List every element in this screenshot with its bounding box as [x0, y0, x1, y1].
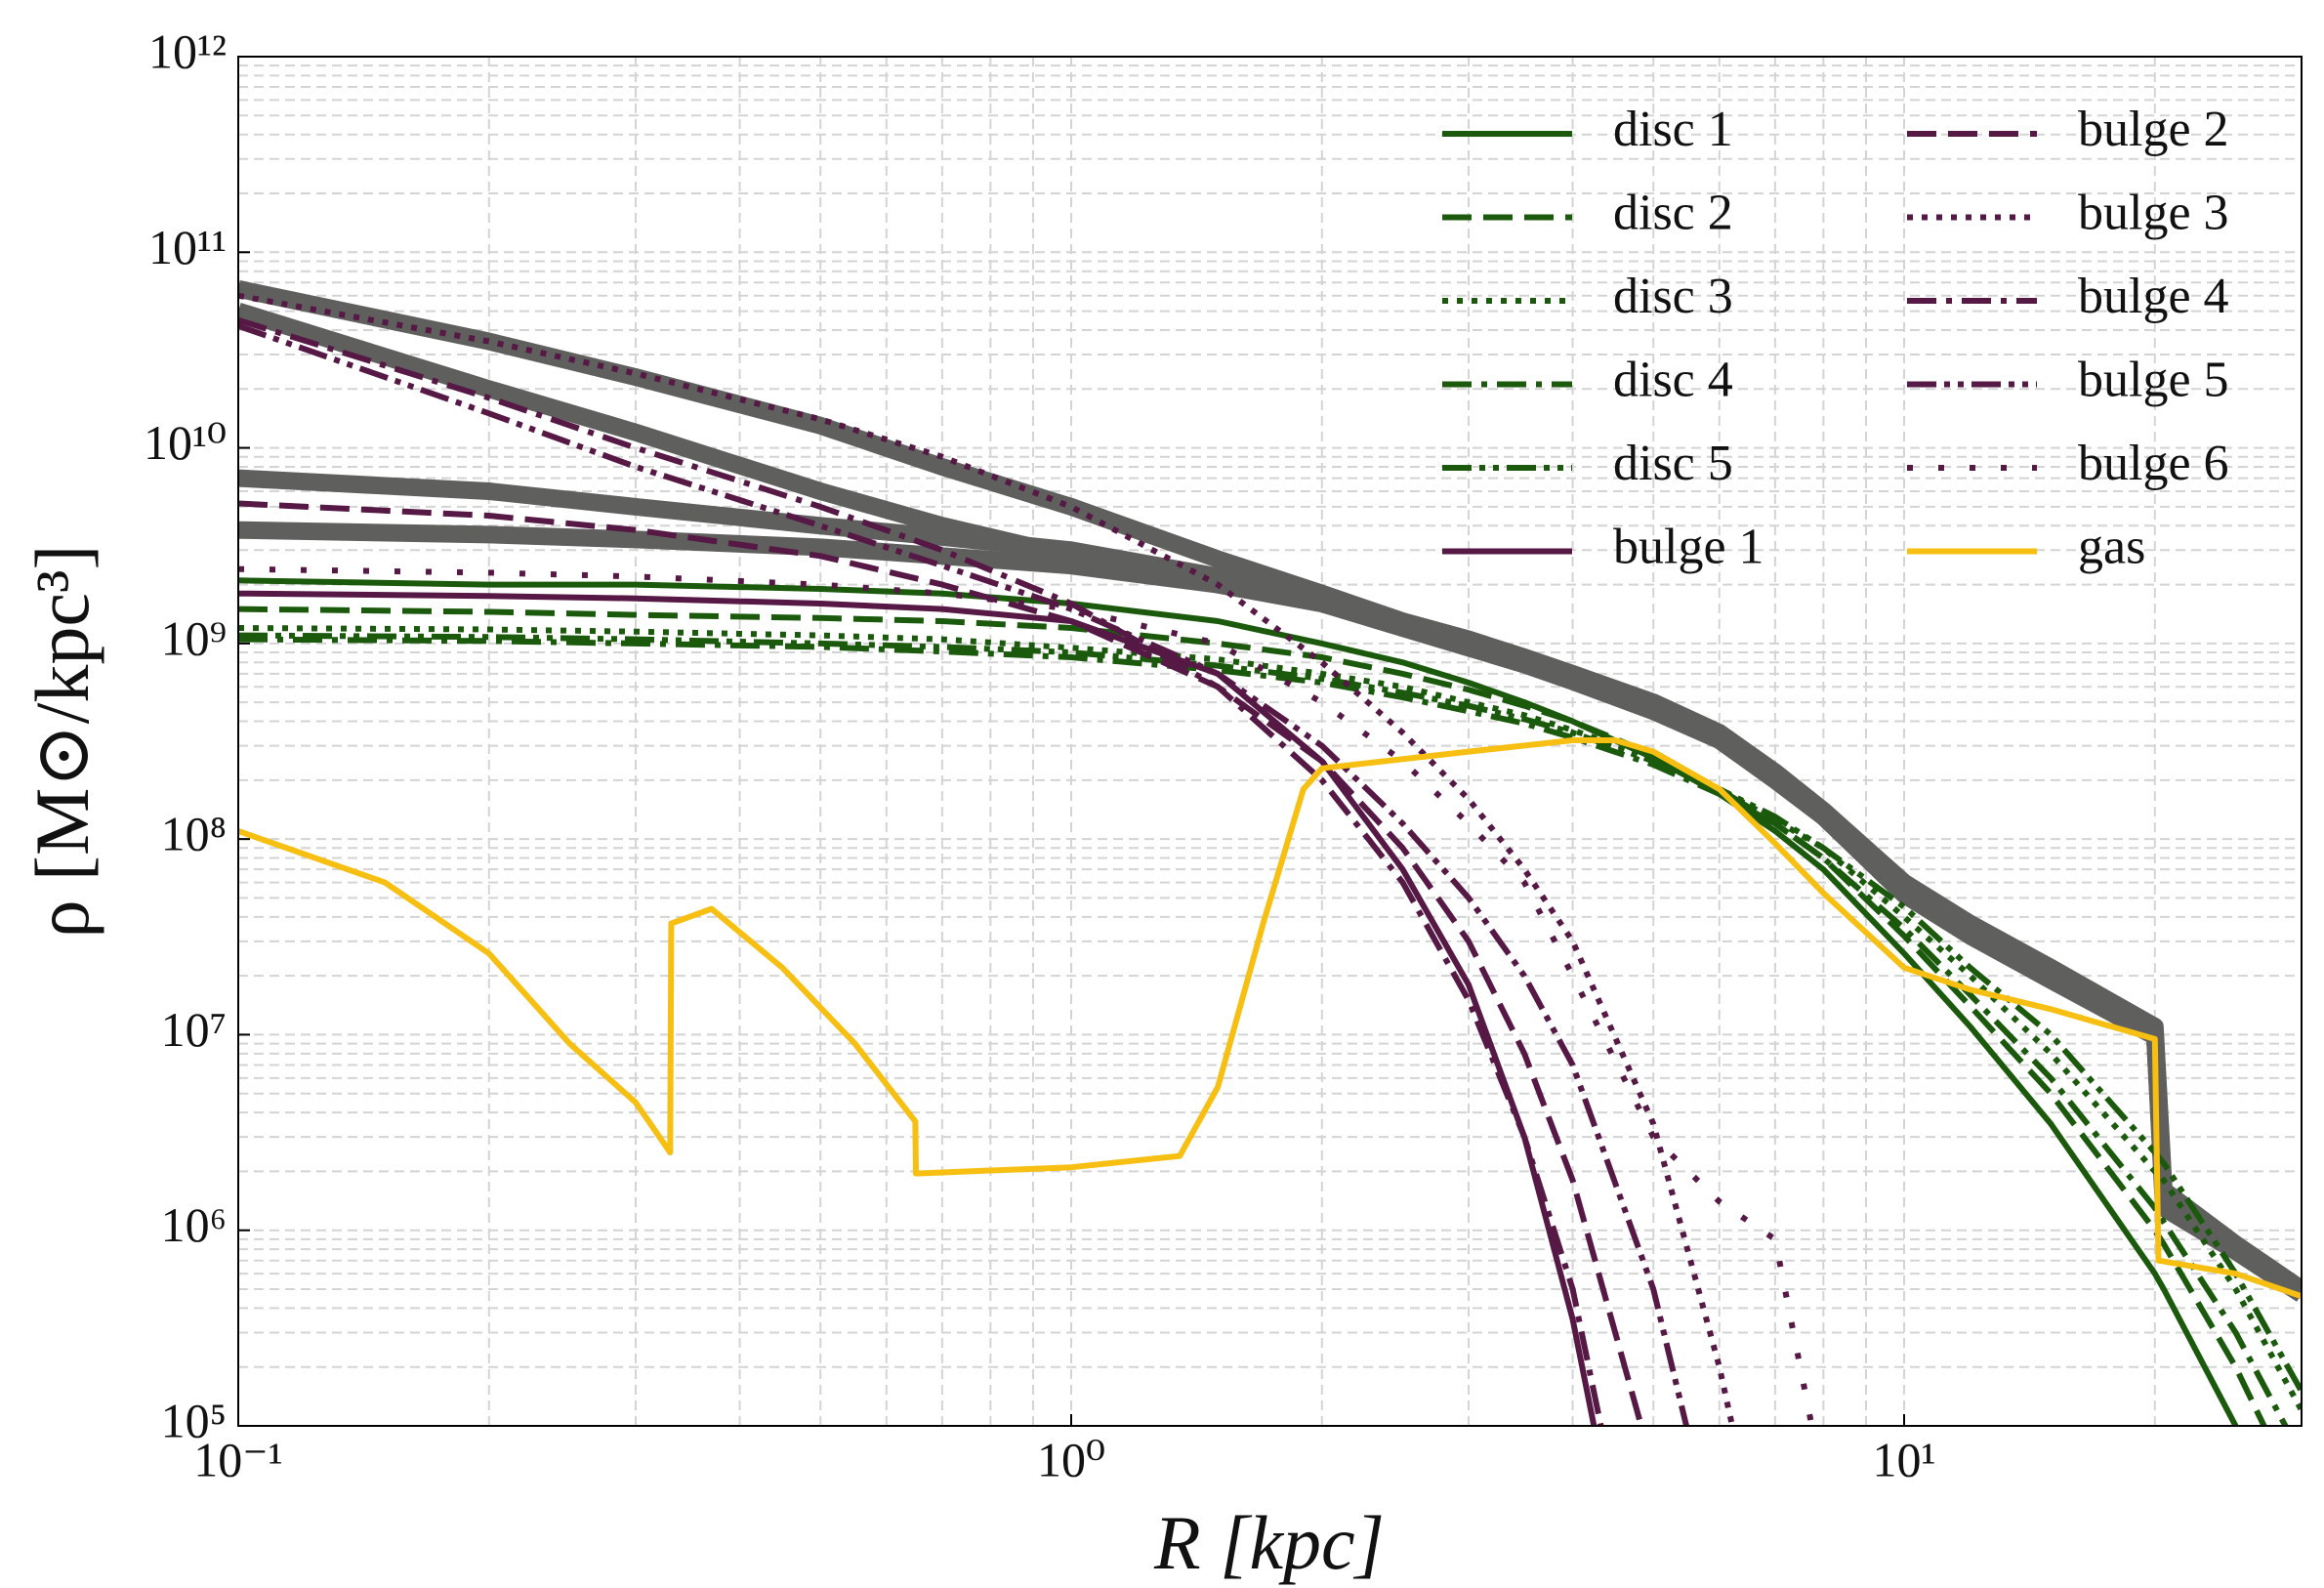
legend-label: bulge 1: [1613, 519, 1764, 574]
y-tick-label: 10¹⁰: [144, 415, 227, 470]
series-line: [238, 316, 1604, 1426]
plot-frame: [237, 56, 2303, 1427]
x-axis-label: R [kpc]: [1153, 1500, 1385, 1585]
x-tick-label: 10⁻¹: [193, 1432, 282, 1486]
legend-label: bulge 6: [2078, 436, 2229, 491]
y-tick-label: 10¹²: [148, 23, 227, 78]
plot-lines: [238, 279, 2302, 1426]
legend: disc 1 disc 2 disc 3 disc 4 disc 5 bulge 1 bul…: [1442, 102, 2229, 574]
legend-label: disc 2: [1613, 185, 1733, 240]
legend-label: disc 5: [1613, 436, 1733, 491]
x-tick-label: 10⁰: [1037, 1432, 1105, 1486]
y-tick-label: 10⁷: [161, 1002, 227, 1057]
legend-label: disc 3: [1613, 269, 1733, 324]
series-line: [238, 636, 2289, 1426]
legend-label: bulge 3: [2078, 185, 2229, 240]
series-line: [238, 322, 1690, 1426]
series-line: [238, 521, 2302, 1302]
series-line: [238, 632, 2302, 1394]
y-tick-label: 10⁸: [161, 807, 227, 861]
y-tick-label: 10⁶: [161, 1197, 227, 1252]
series-line: [238, 577, 2239, 1426]
legend-label: bulge 4: [2078, 269, 2229, 324]
series-line: [238, 606, 2267, 1426]
labels: 10⁻¹ 10⁰ 10¹ 10⁵ 10⁶ 10⁷ 10⁸ 10⁹ 10¹⁰ 10¹¹ 10¹²: [144, 23, 1936, 1486]
legend-label: bulge 2: [2078, 102, 2229, 157]
y-tick-label: 10¹¹: [148, 220, 227, 274]
legend-label: disc 4: [1613, 352, 1733, 407]
x-tick-label: 10¹: [1873, 1432, 1936, 1486]
y-tick-label: 10⁹: [161, 610, 227, 665]
series-line: [238, 737, 2302, 1300]
series-line: [238, 625, 2302, 1412]
y-tick-label: 10⁵: [161, 1393, 227, 1447]
legend-label: disc 1: [1613, 102, 1733, 157]
legend-label: gas: [2078, 519, 2145, 574]
series-line: [238, 292, 1736, 1426]
legend-label: bulge 5: [2078, 352, 2229, 407]
y-axis-label: ρ [M⊙/kpc³]: [20, 545, 104, 939]
